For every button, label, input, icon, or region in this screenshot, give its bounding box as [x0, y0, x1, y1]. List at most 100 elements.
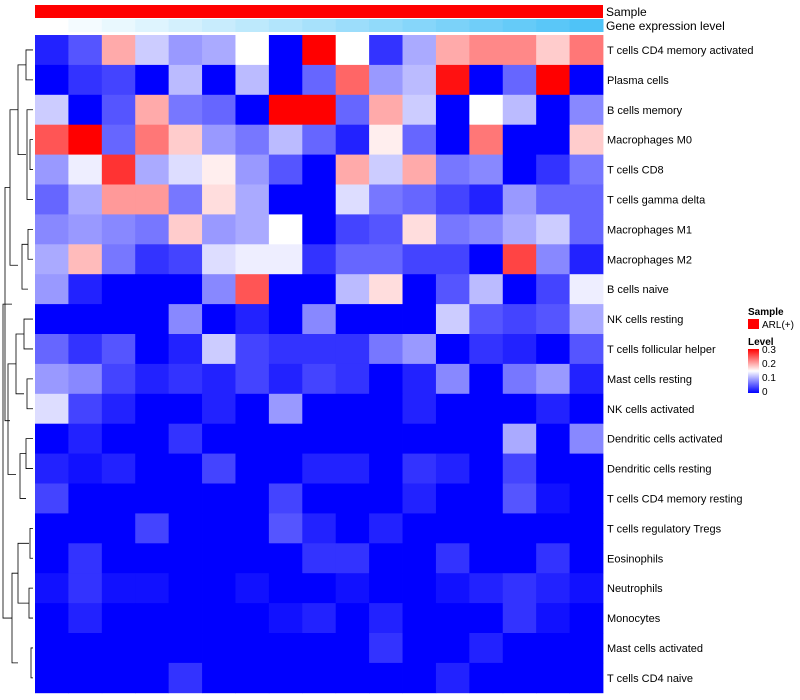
dendrogram-branch: [27, 228, 33, 260]
heatmap-cell: [302, 393, 337, 425]
heatmap-cell: [335, 573, 370, 604]
heatmap-cell: [502, 244, 537, 275]
heatmap-cell: [168, 483, 203, 514]
heatmap-cell: [335, 453, 370, 484]
heatmap-cell: [302, 94, 337, 126]
heatmap-cell: [302, 423, 337, 454]
heatmap-cell: [402, 363, 437, 395]
heatmap-cell: [569, 274, 604, 305]
heatmap-cell: [469, 154, 504, 185]
heatmap-cell: [335, 35, 370, 66]
row-label: Macrophages M0: [607, 135, 692, 147]
row-label: T cells CD4 memory resting: [607, 493, 743, 505]
annotation-bar-sample: [35, 5, 603, 18]
heatmap-cell: [435, 573, 470, 604]
heatmap-cell: [235, 214, 270, 245]
heatmap-cell: [302, 184, 337, 215]
heatmap-cell: [35, 603, 69, 634]
heatmap-cell: [168, 513, 203, 544]
heatmap-cell: [235, 662, 270, 694]
heatmap-cell: [202, 94, 236, 126]
legend: Sample ARL(+) Level 0.3 0.2 0.1 0: [748, 307, 794, 398]
heatmap-cell: [35, 483, 69, 514]
heatmap-cell: [402, 184, 437, 215]
annotation-cell-expression-level: [369, 19, 404, 32]
heatmap-cell: [369, 423, 403, 454]
dendrogram-branch: [17, 542, 29, 604]
heatmap-cell: [135, 483, 170, 514]
heatmap-cell: [469, 603, 504, 634]
heatmap-cell: [402, 214, 437, 245]
heatmap-cell: [235, 573, 270, 604]
heatmap-cell: [536, 35, 570, 66]
heatmap-cell: [101, 423, 136, 454]
heatmap-cell: [35, 423, 69, 454]
heatmap-cell: [402, 244, 437, 275]
heatmap-cell: [435, 35, 470, 66]
heatmap-cell: [135, 543, 170, 574]
heatmap-cell: [536, 214, 570, 245]
heatmap-cell: [536, 633, 570, 664]
legend-level-title: Level: [748, 337, 774, 348]
heatmap-cell: [569, 662, 604, 694]
heatmap-cell: [536, 543, 570, 574]
heatmap-cell: [369, 662, 403, 694]
heatmap-cell: [369, 64, 403, 96]
heatmap-cell: [502, 35, 537, 66]
heatmap-cell: [35, 453, 69, 484]
heatmap-cell: [168, 453, 203, 484]
heatmap-cell: [235, 304, 270, 335]
annotation-cell-expression-level: [202, 19, 236, 32]
heatmap-cell: [168, 573, 203, 604]
heatmap-cell: [202, 124, 236, 155]
heatmap-cell: [302, 483, 337, 514]
heatmap-cell: [101, 543, 136, 574]
row-dendrogram: [2, 49, 33, 679]
heatmap-cell: [536, 662, 570, 694]
heatmap-cell: [335, 423, 370, 454]
heatmap-cell: [435, 633, 470, 664]
heatmap-cell: [435, 423, 470, 454]
heatmap-cell: [35, 94, 69, 126]
row-label: T cells follicular helper: [607, 344, 716, 356]
annotation-label: Gene expression level: [606, 19, 725, 33]
heatmap-cell: [202, 184, 236, 215]
heatmap-cell: [502, 483, 537, 514]
dendrogram-branch: [2, 303, 12, 619]
annotation-cell-expression-level: [135, 19, 170, 32]
heatmap-cell: [569, 423, 604, 454]
heatmap-cell: [435, 363, 470, 395]
heatmap-cell: [335, 244, 370, 275]
heatmap-cell: [235, 483, 270, 514]
heatmap-cell: [101, 274, 136, 305]
heatmap-cell: [402, 423, 437, 454]
heatmap-cell: [435, 543, 470, 574]
heatmap-cell: [435, 513, 470, 544]
heatmap-cell: [469, 453, 504, 484]
dendrogram-branch: [9, 109, 18, 266]
heatmap-cell: [502, 603, 537, 634]
heatmap-cell: [469, 633, 504, 664]
heatmap-cell: [168, 662, 203, 694]
heatmap-cell: [35, 184, 69, 215]
annotation-cell-expression-level: [502, 19, 537, 32]
heatmap-cell: [335, 304, 370, 335]
annotation-cell-expression-level: [569, 19, 604, 32]
heatmap-cell: [302, 363, 337, 395]
heatmap-cell: [135, 453, 170, 484]
heatmap-cell: [168, 244, 203, 275]
heatmap-cell: [335, 214, 370, 245]
heatmap-cell: [502, 184, 537, 215]
heatmap-cell: [168, 214, 203, 245]
heatmap-cell: [335, 154, 370, 185]
heatmap-cell: [168, 154, 203, 185]
heatmap-cell: [302, 543, 337, 574]
heatmap-cell: [536, 124, 570, 155]
heatmap-cell: [35, 244, 69, 275]
heatmap-cell: [268, 154, 303, 185]
heatmap-cell: [469, 423, 504, 454]
heatmap-cell: [402, 603, 437, 634]
heatmap-cell: [369, 363, 403, 395]
heatmap-cell: [268, 35, 303, 66]
